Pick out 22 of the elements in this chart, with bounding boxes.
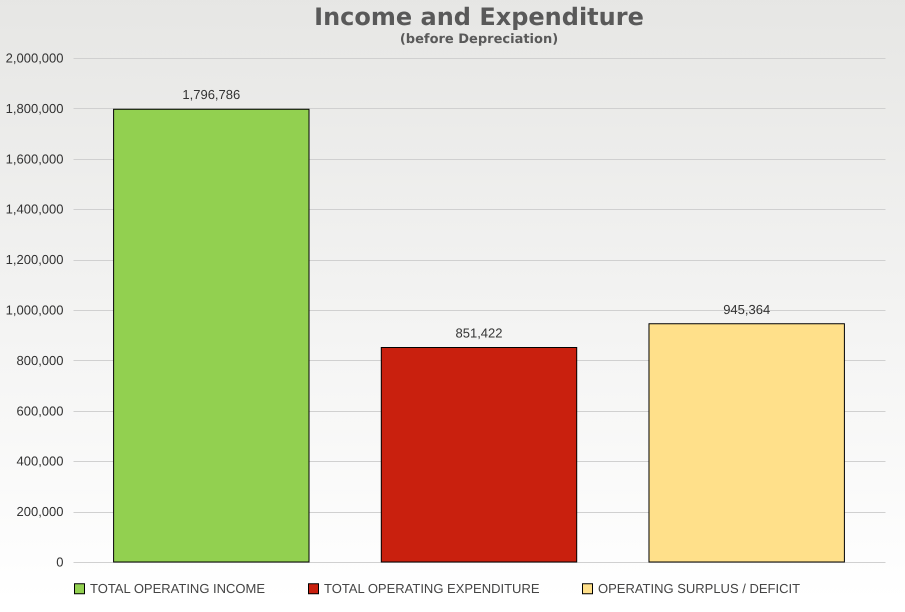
bar (648, 323, 845, 562)
y-tick-label: 2,000,000 (6, 50, 64, 66)
y-tick-label: 0 (56, 554, 64, 570)
y-tick-label: 800,000 (16, 352, 64, 368)
data-label: 945,364 (723, 302, 770, 317)
legend-label: OPERATING SURPLUS / DEFICIT (598, 580, 800, 596)
y-tick-label: 400,000 (16, 454, 64, 469)
legend-label: TOTAL OPERATING INCOME (90, 580, 266, 596)
y-tick-label: 600,000 (16, 403, 64, 418)
y-tick-label: 1,200,000 (6, 252, 64, 268)
data-label: 851,422 (456, 325, 502, 340)
y-tick-label: 1,400,000 (6, 202, 64, 217)
y-tick-label: 1,600,000 (6, 151, 64, 166)
y-tick-label: 1,800,000 (6, 100, 64, 116)
bar (380, 346, 578, 562)
legend-label: TOTAL OPERATING EXPENDITURE (324, 580, 540, 596)
chart-subtitle: (before Depreciation) (400, 32, 558, 47)
y-tick-label: 200,000 (16, 504, 64, 520)
chart-title: Income and Expenditure (314, 3, 644, 31)
y-tick-label: 1,000,000 (6, 302, 64, 318)
data-label: 1,796,786 (182, 87, 240, 102)
bar (113, 108, 310, 562)
